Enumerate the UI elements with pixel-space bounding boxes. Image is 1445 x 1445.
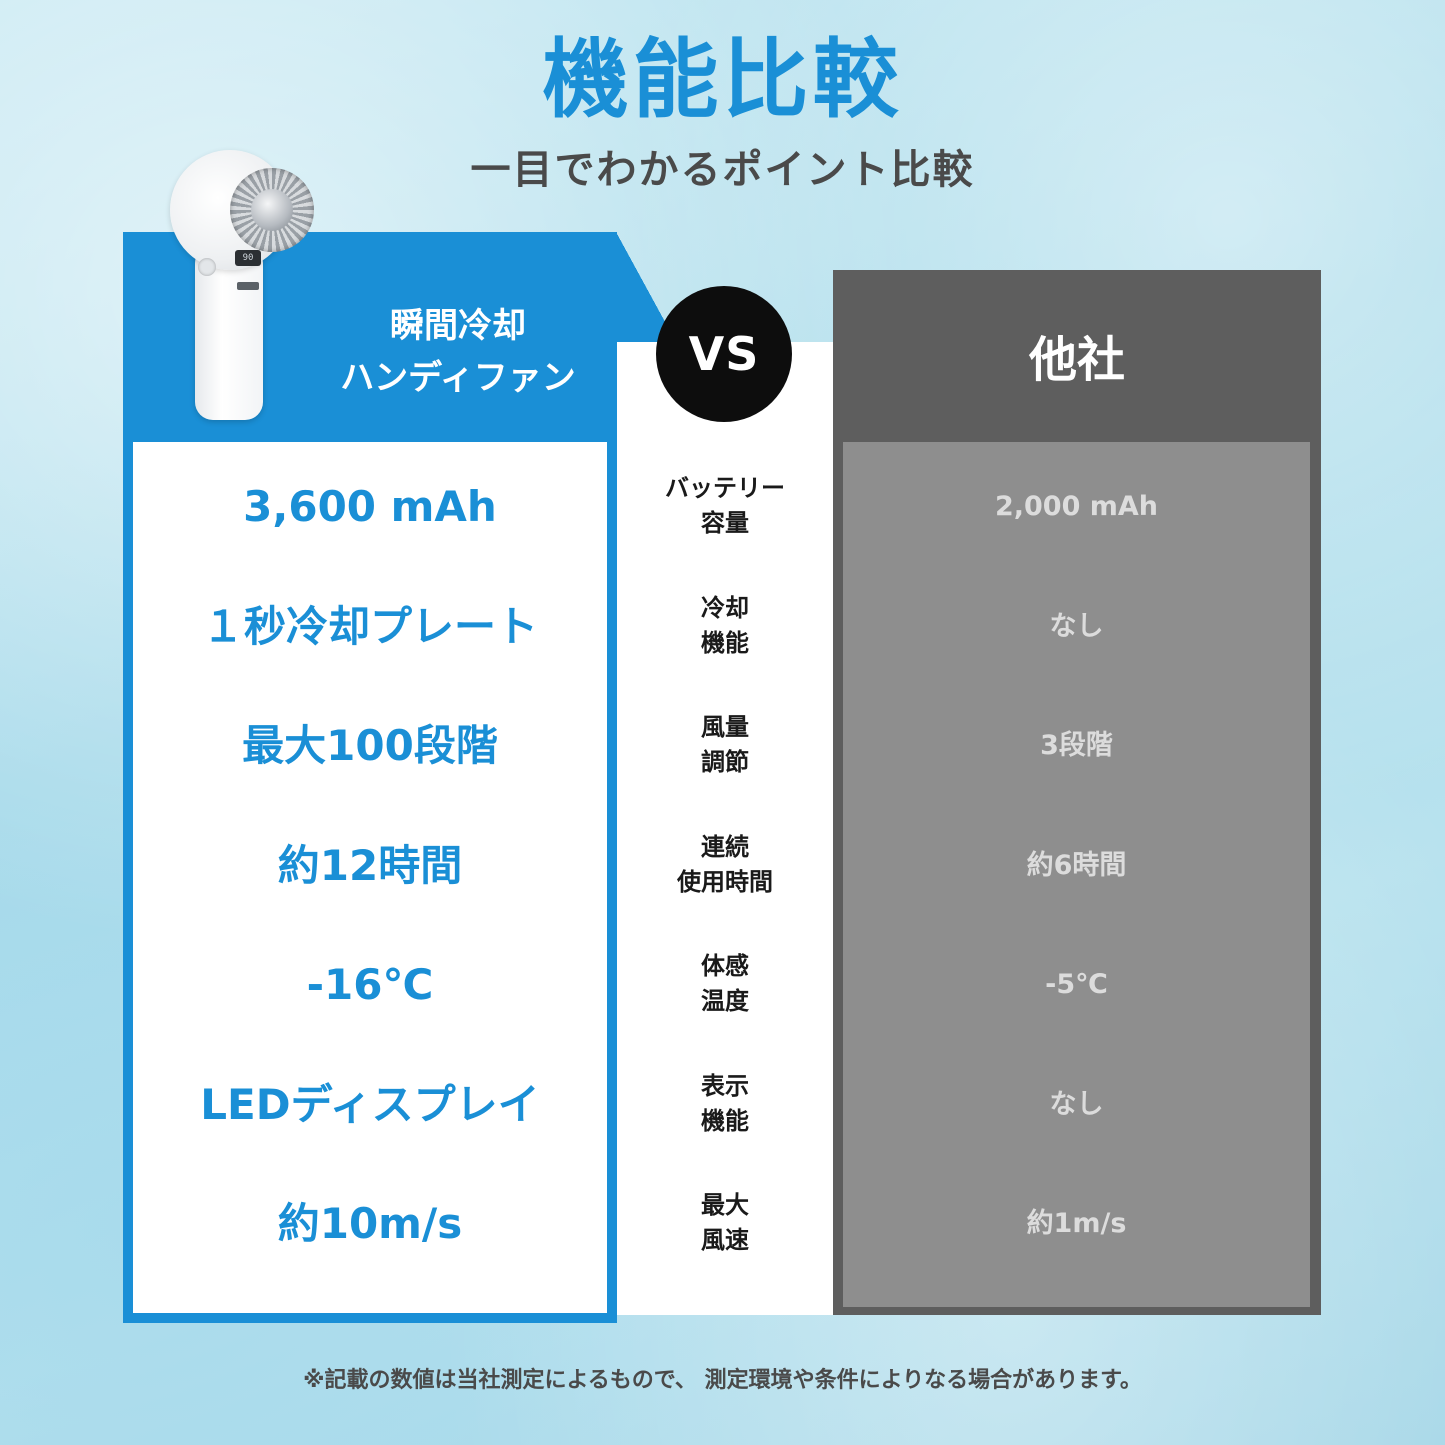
our-value: １秒冷却プレート: [201, 601, 538, 651]
fan-charge-port: [237, 282, 259, 290]
feature-label-line1: バッテリー: [665, 474, 785, 502]
feature-label: 体感 温度: [617, 949, 833, 1019]
our-value: 約12時間: [277, 840, 463, 890]
feature-label-line1: 冷却: [701, 593, 749, 622]
feature-label-line2: 機能: [701, 628, 749, 657]
feature-label: 表示 機能: [617, 1069, 833, 1139]
vs-badge: VS: [656, 286, 792, 422]
handy-fan-image: 90: [165, 150, 314, 430]
feature-label-line2: 風速: [701, 1226, 749, 1254]
footnote: ※記載の数値は当社測定によるもので、 測定環境や条件によりなる場合があります。: [303, 1368, 1142, 1393]
competitor-column-body: [843, 442, 1310, 1307]
our-value: 約10m/s: [277, 1199, 463, 1248]
competitor-value: なし: [1049, 610, 1104, 642]
feature-label-line2: 調節: [701, 748, 749, 776]
feature-label-line2: 使用時間: [677, 867, 773, 896]
fan-led-display: 90: [235, 250, 261, 266]
competitor-label: 他社: [1028, 332, 1125, 388]
product-column-body: [133, 442, 607, 1313]
competitor-value: なし: [1049, 1088, 1104, 1120]
feature-label-line1: 体感: [701, 952, 749, 980]
competitor-value: 約6時間: [1026, 849, 1127, 881]
feature-label: 最大 風速: [617, 1188, 833, 1258]
competitor-value: 2,000 mAh: [994, 491, 1159, 522]
product-name-line1: 瞬間冷却: [390, 306, 526, 346]
page-subtitle: 一目でわかるポイント比較: [470, 147, 975, 193]
our-value: 最大100段階: [242, 721, 498, 770]
competitor-value: 約1m/s: [1026, 1208, 1127, 1239]
competitor-value: 3段階: [1040, 730, 1113, 761]
feature-label-line1: 表示: [701, 1071, 749, 1100]
feature-label-line2: 温度: [701, 987, 749, 1015]
product-column: [123, 442, 617, 1323]
feature-label: 冷却 機能: [617, 591, 833, 661]
product-name-line2: ハンディファン: [340, 358, 576, 398]
our-value: 3,600 mAh: [243, 482, 497, 531]
feature-label: バッテリー 容量: [617, 471, 833, 541]
page-title: 機能比較: [542, 30, 903, 130]
feature-label: 連続 使用時間: [617, 830, 833, 900]
feature-label-line2: 容量: [701, 509, 749, 537]
our-value: -16℃: [306, 960, 434, 1009]
fan-hub: [251, 189, 293, 231]
product-name: 瞬間冷却 ハンディファン: [323, 300, 593, 404]
feature-label-line1: 最大: [701, 1191, 749, 1219]
fan-power-button: [198, 258, 216, 276]
feature-label-line1: 風量: [701, 713, 749, 741]
feature-label-line2: 機能: [701, 1106, 749, 1135]
feature-label: 風量 調節: [617, 710, 833, 780]
feature-label-line1: 連続: [701, 832, 749, 861]
feature-column: [617, 342, 833, 1315]
competitor-value: -5℃: [1045, 969, 1108, 1000]
our-value: LEDディスプレイ: [200, 1079, 540, 1129]
